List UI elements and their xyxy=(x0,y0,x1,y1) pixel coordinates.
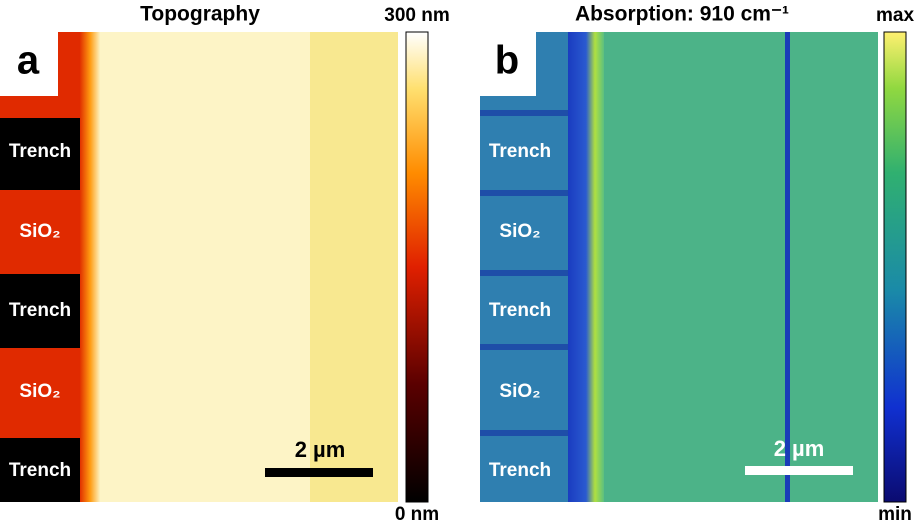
image-region xyxy=(310,32,398,502)
scale-bar xyxy=(745,466,853,475)
panel-title: Topography xyxy=(140,3,260,26)
region-label: SiO₂ xyxy=(19,221,60,242)
colorbar-min: min xyxy=(878,504,912,525)
region-label: SiO₂ xyxy=(499,221,540,242)
scale-bar xyxy=(265,468,373,477)
region-label: Trench xyxy=(489,300,551,321)
scale-bar-label: 2 µm xyxy=(774,436,825,461)
trench xyxy=(0,274,80,348)
trench-border xyxy=(480,190,570,196)
panel-title: Absorption: 910 cm⁻¹ xyxy=(575,3,789,26)
trench-border xyxy=(480,270,570,276)
region-label: SiO₂ xyxy=(499,381,540,402)
edge xyxy=(80,32,100,502)
scale-bar-label: 2 µm xyxy=(295,437,346,462)
trench-border xyxy=(480,344,570,350)
colorbar-max: 300 nm xyxy=(384,5,449,26)
panel-b: b Absorption: 910 cm⁻¹ Trench SiO₂ Trenc… xyxy=(478,3,914,525)
region-label: Trench xyxy=(9,460,71,481)
colorbar xyxy=(405,31,429,503)
colorbar xyxy=(883,31,907,503)
region-label: SiO₂ xyxy=(19,381,60,402)
panel-letter: b xyxy=(495,39,519,83)
line-feature xyxy=(785,32,790,502)
panel-a: a Topography Trench SiO₂ Trench SiO₂ Tre… xyxy=(0,3,450,525)
edge xyxy=(568,32,604,502)
panel-letter: a xyxy=(17,39,40,83)
trench-border xyxy=(480,110,570,116)
image-region xyxy=(0,32,82,502)
colorbar-max: max xyxy=(876,5,914,26)
region-label: Trench xyxy=(489,141,551,162)
colorbar-min: 0 nm xyxy=(395,504,439,525)
trench xyxy=(0,118,80,190)
region-label: Trench xyxy=(489,460,551,481)
letter-box xyxy=(478,30,536,96)
region-label: Trench xyxy=(9,141,71,162)
letter-box xyxy=(0,30,58,96)
trench-border xyxy=(480,430,570,436)
region-label: Trench xyxy=(9,300,71,321)
trench xyxy=(0,438,80,502)
